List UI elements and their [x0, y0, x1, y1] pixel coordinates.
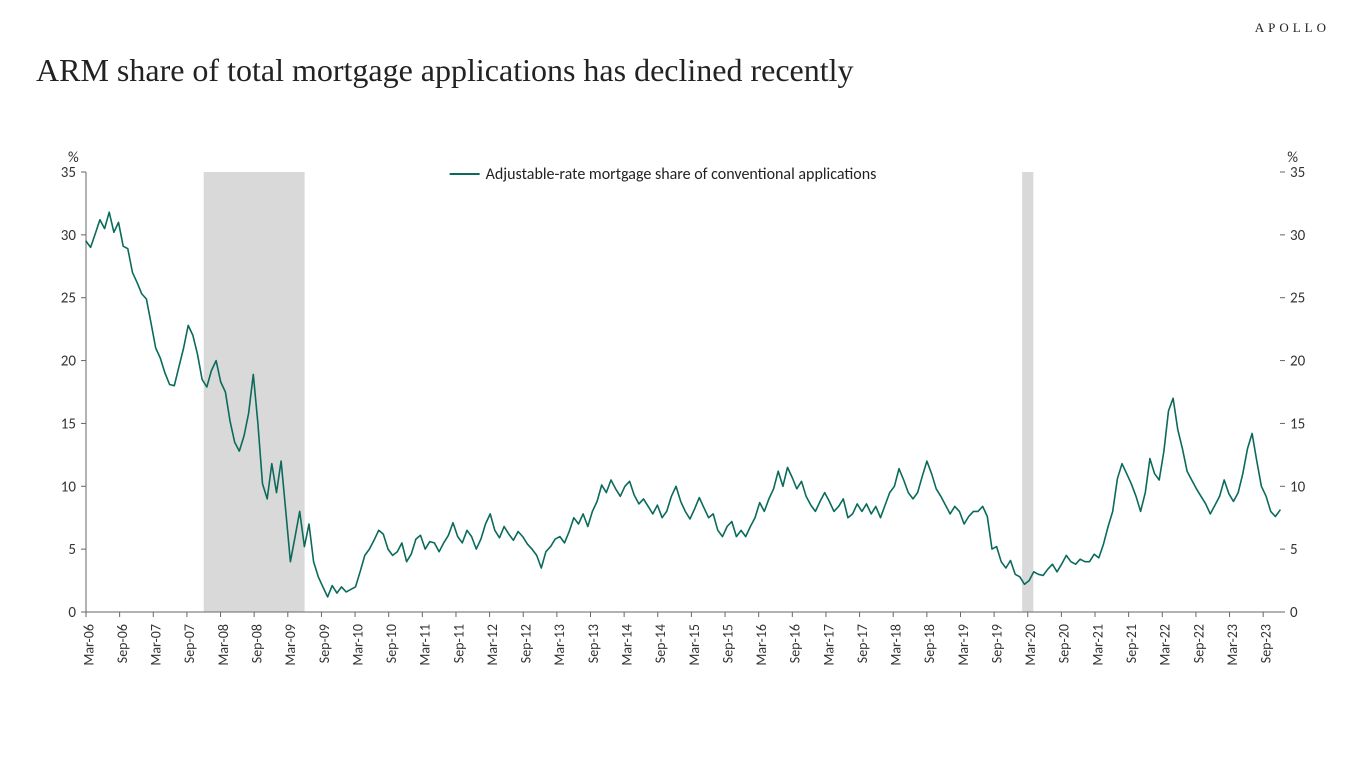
- svg-text:Mar-16: Mar-16: [753, 624, 770, 666]
- svg-text:0: 0: [1290, 604, 1298, 622]
- svg-text:Mar-14: Mar-14: [618, 624, 635, 666]
- svg-text:30: 30: [61, 227, 77, 245]
- svg-text:Mar-12: Mar-12: [484, 624, 501, 666]
- svg-text:Adjustable-rate mortgage share: Adjustable-rate mortgage share of conven…: [486, 165, 877, 184]
- svg-text:15: 15: [61, 415, 76, 433]
- svg-text:Sep-15: Sep-15: [719, 624, 736, 663]
- svg-text:Sep-16: Sep-16: [787, 624, 804, 663]
- svg-text:20: 20: [1290, 353, 1306, 371]
- line-chart: 0055101015152020252530303535%%Mar-06Sep-…: [36, 142, 1330, 702]
- svg-text:Sep-23: Sep-23: [1258, 624, 1275, 663]
- svg-text:10: 10: [61, 478, 77, 496]
- svg-text:Mar-19: Mar-19: [955, 624, 972, 666]
- svg-text:Mar-13: Mar-13: [551, 624, 568, 666]
- svg-text:%: %: [1287, 149, 1298, 167]
- svg-text:Mar-15: Mar-15: [686, 624, 703, 666]
- page-title: ARM share of total mortgage applications…: [36, 52, 854, 89]
- svg-text:%: %: [68, 149, 79, 167]
- svg-text:Sep-18: Sep-18: [921, 624, 938, 663]
- svg-text:5: 5: [68, 541, 76, 559]
- svg-text:Mar-11: Mar-11: [417, 624, 434, 666]
- svg-text:Sep-12: Sep-12: [518, 624, 535, 663]
- svg-text:Sep-09: Sep-09: [316, 624, 333, 663]
- brand-logo: APOLLO: [1255, 20, 1330, 36]
- svg-text:Sep-11: Sep-11: [450, 624, 467, 663]
- svg-text:Mar-22: Mar-22: [1157, 624, 1174, 666]
- svg-text:Mar-07: Mar-07: [148, 624, 165, 666]
- svg-text:Mar-17: Mar-17: [820, 624, 837, 666]
- svg-text:15: 15: [1290, 415, 1305, 433]
- svg-text:Mar-21: Mar-21: [1089, 624, 1106, 666]
- svg-text:Sep-14: Sep-14: [652, 624, 669, 663]
- svg-text:Mar-18: Mar-18: [888, 624, 905, 666]
- svg-text:Mar-20: Mar-20: [1022, 624, 1039, 666]
- svg-text:Sep-20: Sep-20: [1056, 624, 1073, 663]
- svg-text:25: 25: [61, 290, 76, 308]
- svg-text:Sep-07: Sep-07: [181, 624, 198, 663]
- svg-text:Sep-17: Sep-17: [854, 624, 871, 663]
- svg-text:25: 25: [1290, 290, 1305, 308]
- svg-text:20: 20: [61, 353, 77, 371]
- svg-text:Mar-09: Mar-09: [282, 624, 299, 666]
- svg-text:Mar-10: Mar-10: [349, 624, 366, 666]
- svg-text:Mar-08: Mar-08: [215, 624, 232, 666]
- svg-text:30: 30: [1290, 227, 1306, 245]
- svg-text:Mar-06: Mar-06: [80, 624, 97, 666]
- page-root: APOLLO ARM share of total mortgage appli…: [0, 0, 1366, 768]
- svg-text:10: 10: [1290, 478, 1306, 496]
- svg-text:Sep-22: Sep-22: [1190, 624, 1207, 663]
- svg-text:Sep-10: Sep-10: [383, 624, 400, 663]
- svg-text:0: 0: [68, 604, 76, 622]
- svg-text:Mar-23: Mar-23: [1224, 624, 1241, 666]
- svg-text:Sep-21: Sep-21: [1123, 624, 1140, 663]
- svg-text:5: 5: [1290, 541, 1298, 559]
- svg-text:Sep-19: Sep-19: [988, 624, 1005, 663]
- chart-container: 0055101015152020252530303535%%Mar-06Sep-…: [36, 142, 1330, 702]
- svg-text:Sep-06: Sep-06: [114, 624, 131, 663]
- svg-text:Sep-13: Sep-13: [585, 624, 602, 663]
- svg-text:Sep-08: Sep-08: [249, 624, 266, 663]
